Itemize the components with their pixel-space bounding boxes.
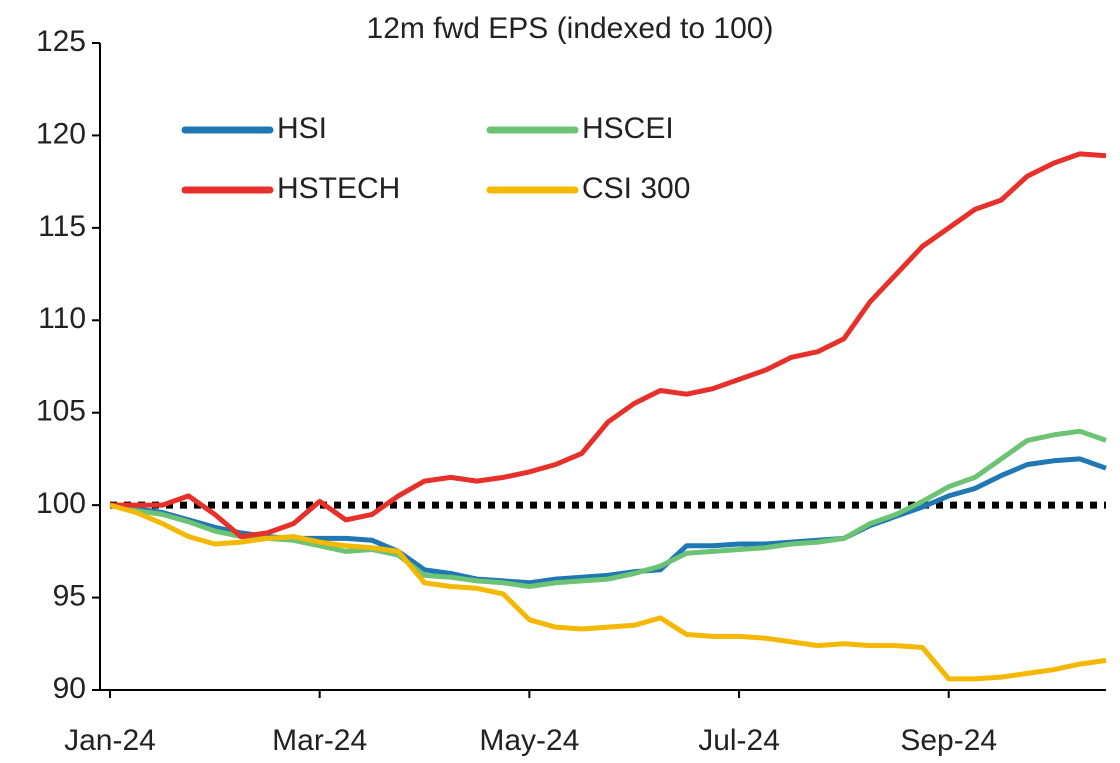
series-line <box>110 151 1107 540</box>
y-tick-label: 110 <box>38 302 86 335</box>
y-tick-label: 105 <box>36 395 86 428</box>
series-line <box>109 456 1107 586</box>
y-tick-label: 95 <box>53 579 86 612</box>
legend-label: CSI 300 <box>582 172 690 205</box>
series-line <box>109 428 1107 589</box>
chart-title: 12m fwd EPS (indexed to 100) <box>367 12 774 45</box>
legend-label: HSCEI <box>582 112 674 145</box>
x-tick-label: Jul-24 <box>698 724 780 757</box>
x-tick-label: Mar-24 <box>272 724 367 757</box>
y-tick-label: 100 <box>36 487 86 520</box>
y-tick-label: 115 <box>38 210 86 243</box>
y-tick-label: 90 <box>53 672 86 705</box>
x-tick-label: Sep-24 <box>900 724 997 757</box>
legend-label: HSI <box>277 112 327 145</box>
legend-label: HSTECH <box>277 172 400 205</box>
x-tick-label: May-24 <box>479 724 579 757</box>
x-tick-label: Jan-24 <box>64 724 156 757</box>
y-tick-label: 125 <box>36 25 86 58</box>
y-tick-label: 120 <box>36 117 86 150</box>
series-line <box>109 502 1107 682</box>
